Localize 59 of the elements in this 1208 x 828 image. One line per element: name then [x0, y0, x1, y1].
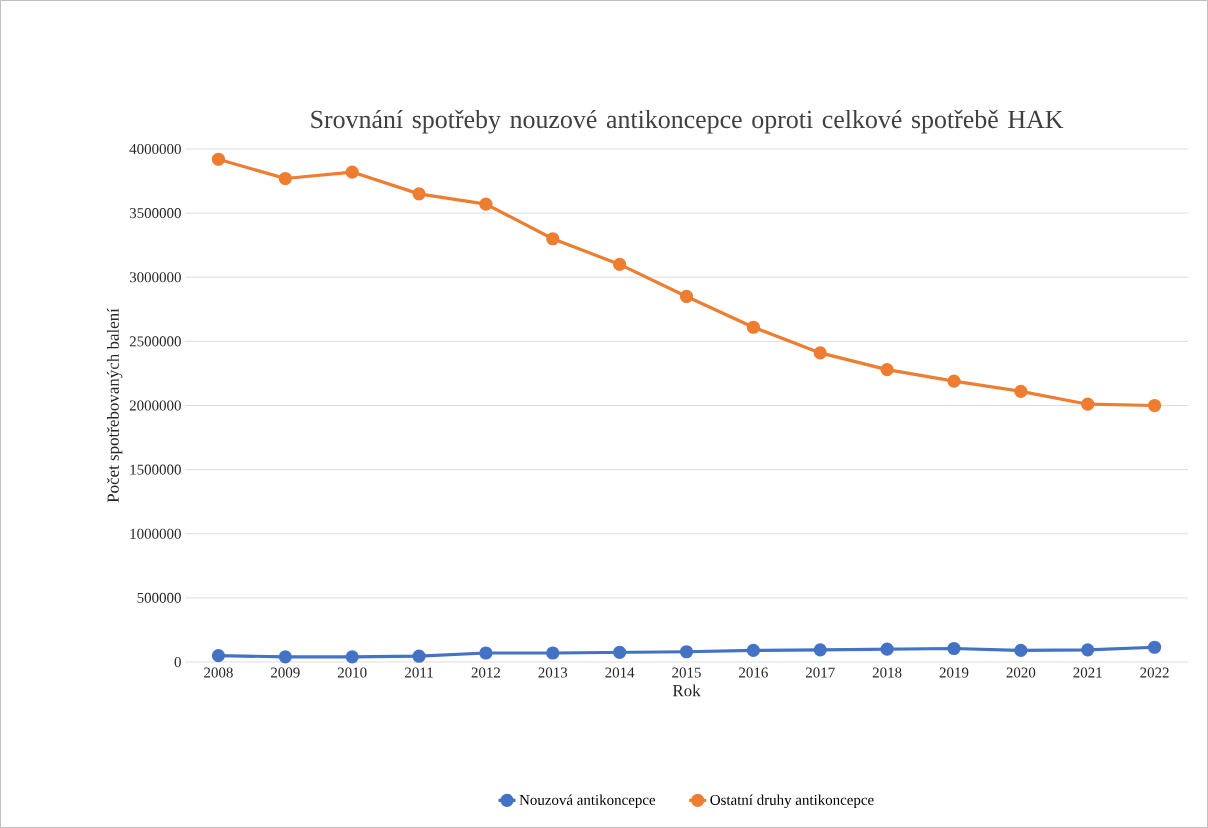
point — [746, 643, 760, 658]
point — [479, 197, 493, 211]
x-tick-label: 2020 — [1006, 667, 1036, 678]
y-tick-label: 1000000 — [130, 528, 181, 539]
y-tick-label: 2000000 — [129, 400, 181, 411]
point — [947, 374, 961, 388]
point — [412, 187, 426, 201]
x-tick-label: 2017 — [805, 667, 835, 678]
point — [345, 165, 359, 179]
point — [613, 645, 627, 659]
x-tick-label: 2011 — [405, 667, 433, 678]
x-tick-label: 2010 — [337, 667, 367, 678]
point — [746, 320, 760, 334]
y-tick-label: 4000000 — [129, 143, 181, 155]
y-tick-label: 1500000 — [130, 464, 181, 475]
point — [1147, 640, 1162, 654]
x-tick-label: 2019 — [939, 667, 969, 678]
y-tick-label: 0 — [174, 656, 181, 668]
point — [479, 646, 493, 660]
x-tick-label: 2021 — [1073, 667, 1102, 678]
point — [345, 650, 359, 664]
x-tick-label: 2013 — [538, 667, 568, 678]
x-tick-label: 2009 — [271, 667, 300, 678]
y-tick-label: 2500000 — [129, 336, 181, 347]
y-tick-label: 3500000 — [129, 208, 181, 219]
point — [546, 232, 560, 246]
point — [1014, 384, 1028, 398]
y-tick-label: 500000 — [137, 592, 181, 603]
point — [613, 257, 627, 272]
point — [813, 643, 827, 657]
point — [211, 152, 226, 166]
point — [546, 646, 560, 660]
x-tick-label: 2016 — [739, 667, 768, 678]
point — [1014, 643, 1028, 658]
point — [813, 346, 827, 360]
point — [211, 648, 226, 663]
y-tick-label: 3000000 — [129, 272, 181, 283]
point — [1147, 398, 1162, 413]
point — [278, 171, 292, 186]
x-tick-label: 2015 — [672, 667, 701, 678]
point — [1081, 643, 1095, 657]
x-tick-label: 2018 — [872, 667, 902, 678]
legend-label: Ostatní druhy antikoncepce — [710, 794, 874, 809]
point — [412, 649, 426, 663]
point — [679, 645, 694, 659]
x-tick-label: 2008 — [204, 667, 233, 678]
point — [880, 642, 894, 656]
x-axis-title: Rok — [672, 684, 701, 697]
legend-label: Nouzová antikoncepce — [519, 794, 656, 808]
point — [1081, 397, 1095, 411]
point — [679, 289, 694, 304]
point — [947, 641, 961, 656]
chart-title: Srovnání spotřeby nouzové antikoncepce oproti celkové spotřebě HAK — [311, 109, 1064, 134]
x-tick-label: 2022 — [1140, 667, 1169, 678]
y-axis-title: Počet spotřebovaných balení — [106, 308, 123, 503]
x-tick-label: 2014 — [605, 667, 635, 678]
x-tick-label: 2012 — [471, 667, 501, 678]
point — [278, 650, 292, 664]
point — [880, 362, 894, 377]
